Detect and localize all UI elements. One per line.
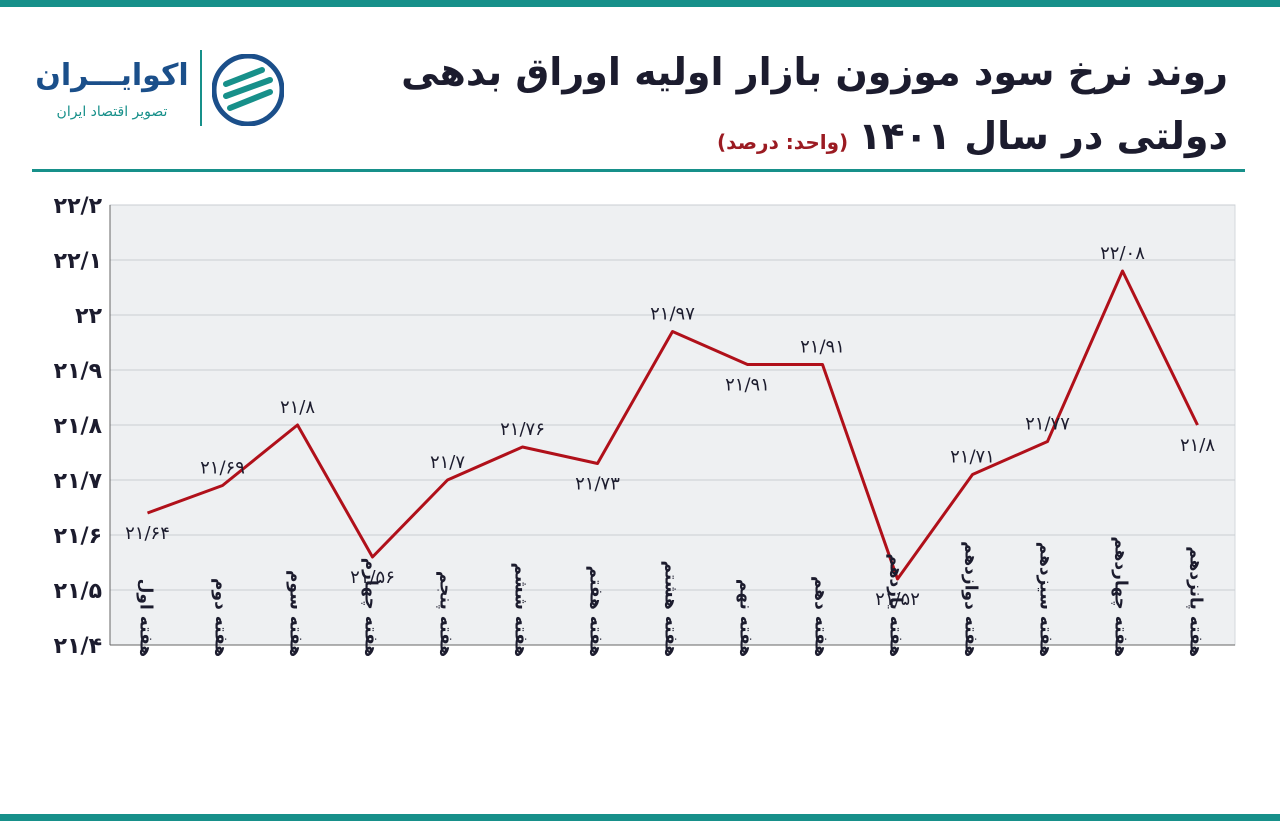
x-tick-label: هفته ششم xyxy=(511,562,531,657)
data-label: ۲۱/۷۳ xyxy=(575,474,620,495)
x-tick-label: هفته هفتم xyxy=(586,566,606,657)
x-tick-label: هفته چهاردهم xyxy=(1111,536,1131,657)
data-label: ۲۱/۹۱ xyxy=(725,375,770,396)
x-tick-label: هفته نهم xyxy=(736,579,756,657)
y-tick-label: ۲۱/۶ xyxy=(54,524,102,549)
x-tick-label: هفته دهم xyxy=(811,576,831,657)
x-tick-label: هفته چهارم xyxy=(361,558,381,657)
y-tick-label: ۲۲ xyxy=(75,304,102,329)
data-label: ۲۱/۹۱ xyxy=(800,337,845,358)
data-label: ۲۱/۷۱ xyxy=(950,447,995,468)
top-bar xyxy=(0,0,1280,7)
logo-icon xyxy=(212,54,284,126)
data-line xyxy=(146,269,1199,581)
logo-divider xyxy=(200,50,202,126)
data-label: ۲۱/۸ xyxy=(280,397,315,418)
y-tick-label: ۲۱/۴ xyxy=(54,634,102,659)
data-label: ۲۱/۷۷ xyxy=(1025,414,1070,435)
y-tick-label: ۲۲/۲ xyxy=(54,194,103,219)
x-tick-label: هفته هشتم xyxy=(661,560,681,657)
y-tick-label: ۲۲/۱ xyxy=(54,249,102,274)
y-tick-label: ۲۱/۵ xyxy=(54,579,102,604)
y-tick-label: ۲۱/۷ xyxy=(54,469,103,494)
x-tick-label: هفته سوم xyxy=(286,570,306,657)
logo-name: اکوایـــران xyxy=(35,58,189,93)
data-label: ۲۱/۵۲ xyxy=(875,589,920,610)
x-tick-label: هفته پنجم xyxy=(436,571,456,657)
x-tick-label: هفته اول xyxy=(136,579,156,657)
subtitle: (واحد: درصد) xyxy=(717,130,849,154)
title-line: دولتی در سال ۱۴۰۱ xyxy=(858,114,1228,158)
x-tick-label: هفته سیزدهم xyxy=(1036,542,1056,657)
chart-title: روند نرخ سود موزون بازار اولیه اوراق بده… xyxy=(401,40,1228,174)
x-tick-label: هفته دوم xyxy=(211,578,231,657)
data-label: ۲۱/۵۶ xyxy=(350,567,395,588)
title-line: روند نرخ سود موزون بازار اولیه اوراق بده… xyxy=(401,50,1228,94)
data-label: ۲۱/۶۴ xyxy=(125,523,170,544)
logo-tagline: تصویر اقتصاد ایران xyxy=(56,104,168,120)
data-label: ۲۱/۹۷ xyxy=(650,304,695,325)
y-tick-label: ۲۱/۸ xyxy=(54,414,103,439)
title-line: دولتی در سال ۱۴۰۱ (واحد: درصد) xyxy=(401,104,1228,174)
x-tick-label: هفته دوازدهم xyxy=(961,541,981,657)
logo: اکوایـــران تصویر اقتصاد ایران xyxy=(32,50,292,130)
x-tick-label: هفته پانزدهم xyxy=(1186,546,1206,657)
x-tick-label: هفته یازدهم xyxy=(886,553,906,657)
bottom-bar xyxy=(0,814,1280,821)
data-label: ۲۱/۸ xyxy=(1180,435,1215,456)
data-label: ۲۱/۶۹ xyxy=(200,458,245,479)
data-label: ۲۱/۷ xyxy=(430,452,465,473)
data-label: ۲۲/۰۸ xyxy=(1100,243,1145,264)
data-label: ۲۱/۷۶ xyxy=(500,419,545,440)
separator xyxy=(32,169,1245,172)
y-tick-label: ۲۱/۹ xyxy=(54,359,102,384)
